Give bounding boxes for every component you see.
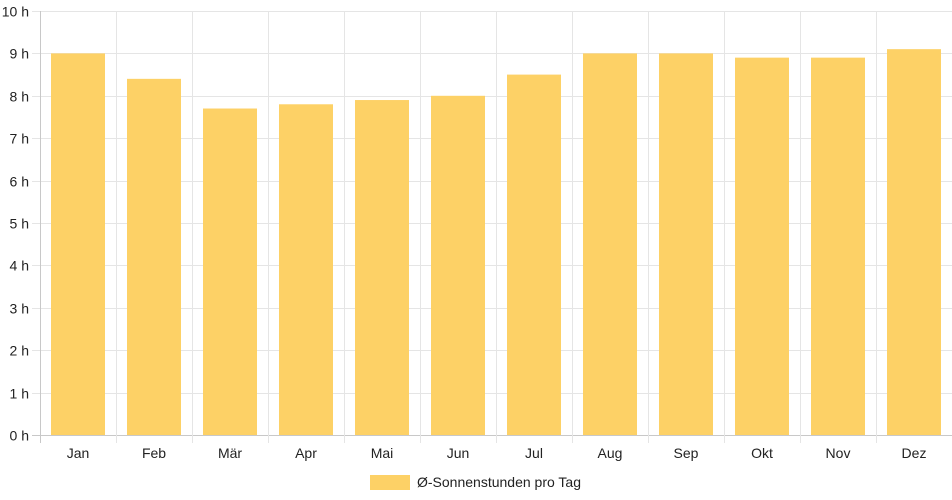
x-tick-label: Okt [751, 445, 773, 461]
bar-apr[interactable] [279, 104, 333, 435]
y-tick-label: 10 h [2, 4, 29, 20]
y-tick-label: 3 h [10, 301, 29, 317]
legend-label[interactable]: Ø-Sonnenstunden pro Tag [417, 474, 581, 490]
y-tick-label: 5 h [10, 216, 29, 232]
bar-okt[interactable] [735, 57, 789, 435]
y-tick-label: 2 h [10, 343, 29, 359]
x-tick-label: Mär [218, 445, 242, 461]
x-axis-ticks: Jan Feb Mär Apr Mai Jun Jul Aug Sep Okt Nov Dez [67, 445, 927, 461]
x-tick-label: Nov [826, 445, 851, 461]
bar-nov[interactable] [811, 57, 865, 435]
y-tick-label: 6 h [10, 174, 29, 190]
y-tick-label: 1 h [10, 386, 29, 402]
y-tick-label: 8 h [10, 89, 29, 105]
x-tick-label: Dez [902, 445, 927, 461]
bar-jun[interactable] [431, 95, 485, 436]
x-tick-label: Apr [295, 445, 317, 461]
y-tick-label: 0 h [10, 428, 29, 444]
y-tick-label: 4 h [10, 258, 29, 274]
x-tick-label: Feb [142, 445, 166, 461]
x-tick-label: Jun [447, 445, 470, 461]
bar-aug[interactable] [583, 53, 637, 436]
bar-dez[interactable] [887, 49, 941, 435]
y-tick-label: 7 h [10, 131, 29, 147]
bar-mär[interactable] [203, 108, 257, 436]
grid [32, 11, 952, 443]
x-tick-label: Jul [525, 445, 543, 461]
bar-sep[interactable] [659, 53, 713, 436]
bar-jan[interactable] [51, 53, 105, 436]
legend[interactable]: Ø-Sonnenstunden pro Tag [370, 474, 581, 490]
y-tick-label: 9 h [10, 46, 29, 62]
bars [51, 49, 941, 436]
x-tick-label: Sep [674, 445, 699, 461]
x-tick-label: Jan [67, 445, 90, 461]
bar-feb[interactable] [127, 78, 181, 435]
bar-mai[interactable] [355, 100, 409, 435]
bar-jul[interactable] [507, 74, 561, 435]
x-tick-label: Aug [598, 445, 623, 461]
x-tick-label: Mai [371, 445, 394, 461]
y-axis-ticks: 0 h 1 h 2 h 3 h 4 h 5 h 6 h 7 h 8 h 9 h 10 h [2, 4, 29, 444]
legend-swatch[interactable] [370, 475, 410, 490]
